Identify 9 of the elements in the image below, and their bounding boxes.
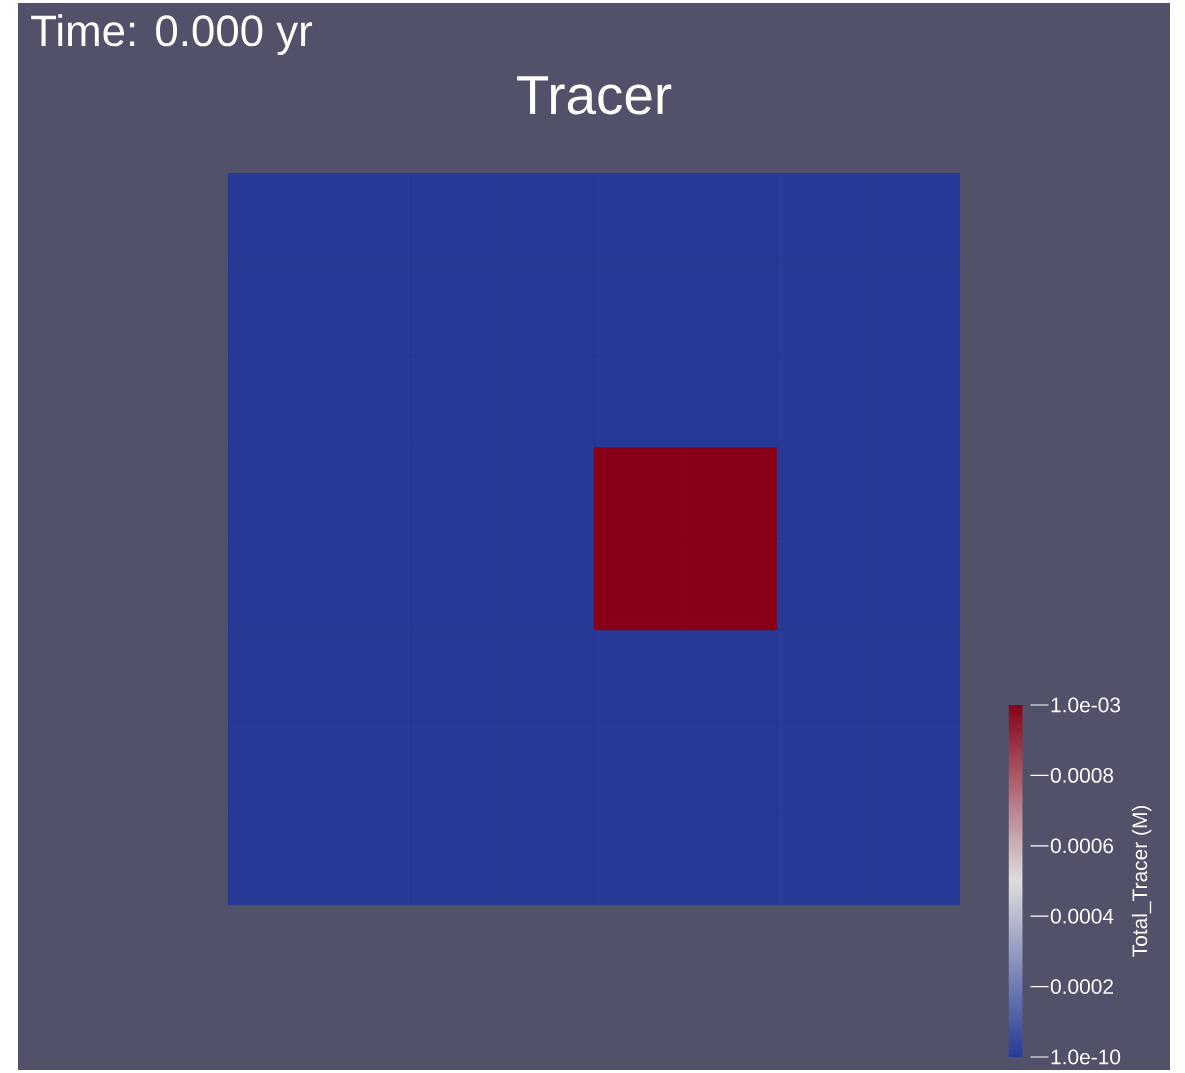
chart-title: Tracer [517,76,672,115]
color-bar-label: 0.0006 [1050,838,1114,854]
color-bar-label: 0.0008 [1050,767,1114,783]
color-bar-label: 1.0e-10 [1051,1049,1121,1065]
text: Time: 0.000 yr [31,14,313,56]
color-bar-label: 1.0e-03 [1051,697,1121,713]
color-bar-label: 0.0002 [1050,979,1113,994]
color-bar-label: 0.0004 [1050,908,1114,924]
color-bar-title: Total_Tracer (M) [1131,805,1152,957]
